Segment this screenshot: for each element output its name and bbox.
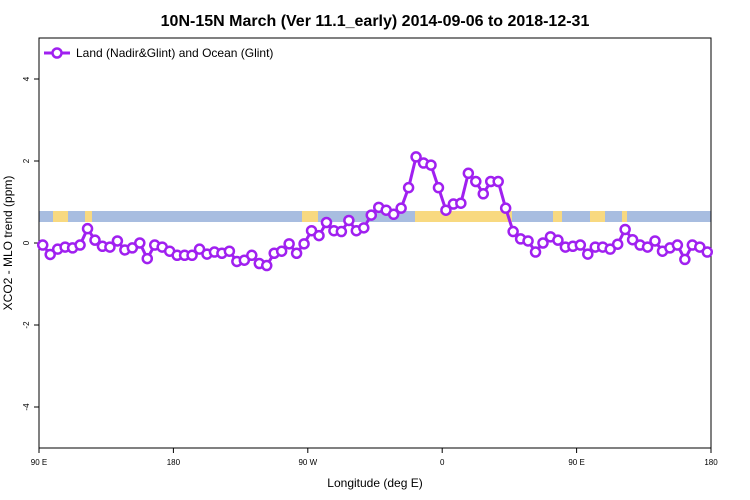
data-point bbox=[582, 248, 594, 260]
data-point bbox=[477, 188, 490, 200]
land-patch bbox=[590, 211, 605, 222]
data-point bbox=[111, 235, 124, 247]
data-point bbox=[507, 225, 519, 238]
data-point bbox=[141, 252, 154, 265]
data-point bbox=[679, 253, 691, 266]
data-point bbox=[290, 247, 303, 259]
data-point bbox=[410, 151, 422, 163]
legend-marker bbox=[51, 47, 63, 59]
data-point bbox=[74, 239, 86, 251]
data-point bbox=[701, 246, 714, 258]
data-point bbox=[395, 202, 407, 214]
data-point bbox=[574, 239, 587, 251]
x-tick-label: 90 E bbox=[568, 458, 584, 467]
data-point bbox=[89, 234, 101, 246]
data-point bbox=[522, 235, 534, 247]
land-patch bbox=[53, 211, 68, 222]
x-tick-label: 90 E bbox=[31, 458, 47, 467]
data-point bbox=[104, 241, 116, 253]
land-patch bbox=[553, 211, 562, 222]
data-point bbox=[283, 238, 295, 250]
y-tick-label: 2 bbox=[22, 158, 31, 163]
y-tick-label: -4 bbox=[22, 403, 31, 411]
data-point bbox=[611, 238, 624, 250]
data-point bbox=[246, 249, 258, 262]
data-point bbox=[313, 229, 325, 242]
land-patch bbox=[302, 211, 318, 222]
data-point bbox=[529, 246, 542, 258]
data-point bbox=[260, 259, 273, 272]
data-point bbox=[387, 208, 400, 221]
data-point bbox=[81, 222, 94, 235]
data-point bbox=[36, 239, 49, 251]
data-point bbox=[499, 202, 512, 214]
x-tick-label: 0 bbox=[440, 458, 445, 467]
data-point bbox=[619, 223, 631, 236]
data-point bbox=[626, 233, 639, 246]
data-point bbox=[649, 235, 661, 247]
data-point bbox=[223, 245, 236, 257]
data-point bbox=[44, 248, 56, 261]
data-point bbox=[275, 245, 288, 257]
land-patch bbox=[415, 211, 512, 222]
data-point bbox=[186, 249, 198, 262]
land-patch bbox=[85, 211, 92, 222]
data-point bbox=[335, 225, 348, 238]
x-tick-label: 90 W bbox=[298, 458, 317, 467]
data-point bbox=[298, 238, 310, 250]
land-patch bbox=[622, 211, 627, 222]
data-point bbox=[402, 181, 415, 194]
data-point bbox=[470, 175, 482, 188]
data-point bbox=[492, 175, 504, 188]
x-tick-label: 180 bbox=[167, 458, 181, 467]
legend-label: Land (Nadir&Glint) and Ocean (Glint) bbox=[76, 46, 273, 60]
data-point bbox=[425, 159, 437, 171]
data-point bbox=[537, 237, 549, 249]
y-tick-label: 4 bbox=[22, 76, 31, 81]
x-axis-label: Longitude (deg E) bbox=[327, 476, 422, 490]
y-axis-label: XCO2 - MLO trend (ppm) bbox=[1, 176, 15, 311]
chart-title: 10N-15N March (Ver 11.1_early) 2014-09-0… bbox=[161, 13, 590, 30]
data-point bbox=[134, 237, 146, 249]
data-point bbox=[462, 167, 475, 180]
data-point bbox=[320, 216, 333, 229]
data-point bbox=[455, 197, 467, 209]
data-point bbox=[552, 234, 564, 246]
data-point bbox=[365, 209, 378, 221]
data-point bbox=[440, 204, 452, 216]
data-point bbox=[358, 222, 370, 234]
data-point bbox=[432, 181, 445, 194]
x-tick-label: 180 bbox=[704, 458, 718, 467]
y-tick-label: 0 bbox=[22, 240, 31, 245]
y-tick-label: -2 bbox=[22, 321, 31, 329]
data-point bbox=[641, 241, 654, 253]
data-point bbox=[671, 239, 684, 251]
data-point bbox=[343, 214, 355, 227]
